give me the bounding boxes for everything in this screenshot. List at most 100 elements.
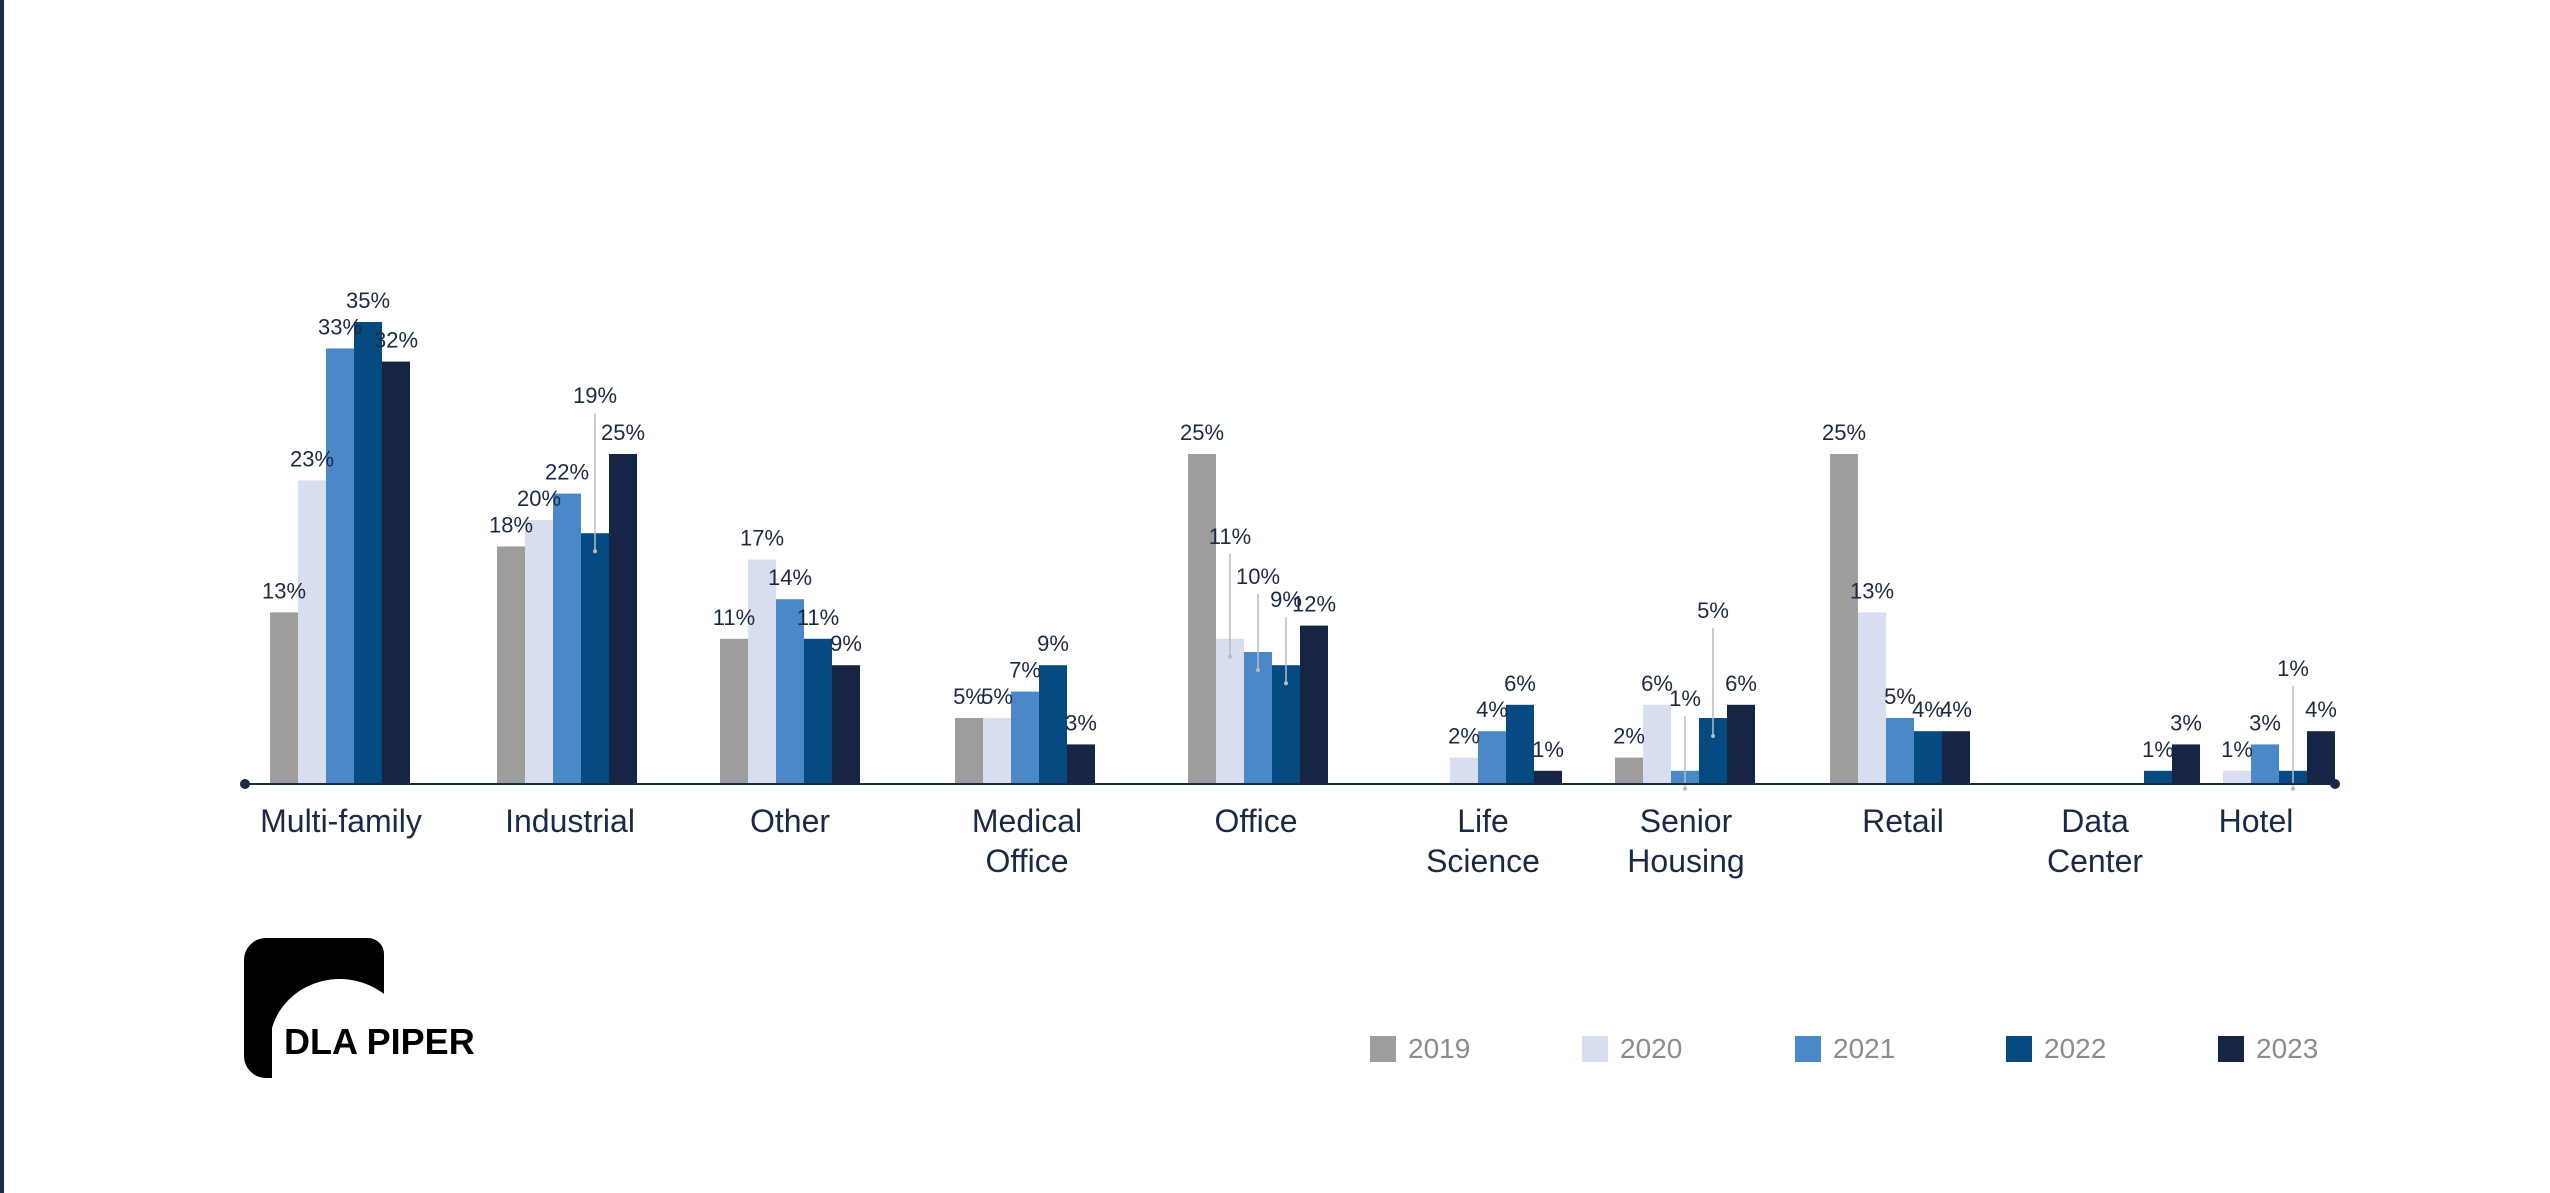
bar-retail-2019: [1830, 454, 1858, 784]
value-label: 35%: [346, 288, 390, 313]
bar-other-2019: [720, 638, 748, 784]
bar-retail-2023: [1942, 731, 1970, 784]
bar-industrial-2021: [553, 493, 581, 784]
legend-swatch: [2218, 1036, 2244, 1062]
value-label: 11%: [713, 605, 755, 630]
value-label: 4%: [1940, 697, 1972, 722]
leader-lines-layer: [593, 413, 2295, 791]
bar-senior-housing-2023: [1727, 704, 1755, 784]
value-label: 9%: [830, 631, 862, 656]
category-label: Retail: [1862, 803, 1944, 839]
bar-medical-office-2021: [1011, 691, 1039, 784]
bar-medical-office-2019: [955, 718, 983, 784]
bar-retail-2022: [1914, 731, 1942, 784]
legend-label: 2020: [1620, 1033, 1682, 1064]
value-label: 3%: [2249, 710, 2281, 735]
leader-line-dot: [1228, 654, 1232, 659]
bar-medical-office-2022: [1039, 665, 1067, 784]
legend-swatch: [1370, 1036, 1396, 1062]
bar-multi-family-2020: [298, 480, 326, 784]
bar-office-2023: [1300, 625, 1328, 784]
bar-multi-family-2023: [382, 361, 410, 784]
value-label: 5%: [1697, 598, 1729, 623]
bars-layer: [270, 322, 2335, 784]
bar-senior-housing-2019: [1615, 757, 1643, 784]
bar-industrial-2020: [525, 520, 553, 784]
value-label: 5%: [1884, 684, 1916, 709]
legend-label: 2021: [1833, 1033, 1895, 1064]
value-labels-layer: 13% 23% 33%35% 32% 18%20%22% 19% 25% 11% 17% 14% 1…: [262, 288, 2337, 762]
leader-line-dot: [1256, 668, 1260, 672]
value-label: 6%: [1725, 671, 1757, 696]
value-label: 11%: [797, 605, 839, 630]
page-left-rule: [0, 0, 4, 1193]
bar-life-science-2022: [1506, 704, 1534, 784]
value-label: 12%: [1292, 592, 1336, 617]
category-label: Life Science: [1426, 803, 1540, 879]
value-label: 25%: [1822, 420, 1866, 445]
category-label: Office: [1215, 803, 1298, 839]
bar-multi-family-2022: [354, 322, 382, 784]
category-label: Data Center: [2047, 803, 2143, 879]
bar-other-2021: [776, 599, 804, 784]
value-label: 3%: [2170, 710, 2202, 735]
category-labels-layer: Multi-family Industrial Other Medical Office…: [260, 803, 2293, 879]
value-label: 23%: [290, 446, 334, 471]
value-label: 25%: [601, 420, 645, 445]
value-label: 25%: [1180, 420, 1224, 445]
leader-line-dot: [1284, 681, 1288, 686]
legend-item-2020: 2020: [1582, 1033, 1682, 1064]
value-label: 4%: [1912, 697, 1944, 722]
bar-retail-2020: [1858, 612, 1886, 784]
value-label: 18%: [489, 512, 533, 537]
value-label: 5%: [953, 684, 985, 709]
value-label: 6%: [1504, 671, 1536, 696]
bar-other-2020: [748, 559, 776, 784]
value-label: 19%: [573, 383, 617, 408]
value-label: 6%: [1641, 671, 1673, 696]
value-label: 14%: [768, 565, 812, 590]
leader-line-dot: [593, 549, 597, 554]
bar-office-2021: [1244, 652, 1272, 784]
value-label: 1%: [1669, 686, 1701, 711]
legend-item-2023: 2023: [2218, 1033, 2318, 1064]
bar-industrial-2023: [609, 454, 637, 784]
bar-retail-2021: [1886, 718, 1914, 784]
legend-swatch: [1582, 1036, 1608, 1062]
category-label: Hotel: [2219, 803, 2294, 839]
dla-piper-logo: DLA PIPER: [244, 938, 484, 1078]
value-label: 7%: [1009, 658, 1041, 683]
value-label: 9%: [1270, 587, 1302, 612]
value-label: 3%: [1065, 710, 1097, 735]
legend-label: 2019: [1408, 1033, 1470, 1064]
legend: 2019 2020 2021 2022 2023: [1370, 1033, 2318, 1064]
value-label: 5%: [981, 684, 1013, 709]
bar-industrial-2019: [497, 546, 525, 784]
bar-hotel-2023: [2307, 731, 2335, 784]
category-label: Senior Housing: [1627, 803, 1744, 879]
bar-medical-office-2020: [983, 718, 1011, 784]
bar-data-center-2022: [2144, 770, 2172, 784]
bar-life-science-2023: [1534, 770, 1562, 784]
value-label: 11%: [1209, 524, 1251, 549]
bar-multi-family-2021: [326, 348, 354, 784]
category-label: Medical Office: [972, 803, 1082, 879]
legend-swatch: [1795, 1036, 1821, 1062]
value-label: 17%: [740, 526, 784, 551]
value-label: 20%: [517, 486, 561, 511]
x-axis-end-dot: [2330, 779, 2340, 789]
bar-office-2020: [1216, 638, 1244, 784]
bar-data-center-2023: [2172, 744, 2200, 784]
value-label: 1%: [2142, 737, 2174, 762]
bar-hotel-2021: [2251, 744, 2279, 784]
category-label: Multi-family: [260, 803, 422, 839]
legend-item-2021: 2021: [1795, 1033, 1895, 1064]
bar-medical-office-2023: [1067, 744, 1095, 784]
category-label: Industrial: [505, 803, 635, 839]
x-axis-start-dot: [240, 779, 250, 789]
logo-text: DLA PIPER: [284, 1021, 475, 1062]
value-label: 22%: [545, 460, 589, 485]
leader-line-dot: [2291, 786, 2295, 791]
value-label: 1%: [1532, 737, 1564, 762]
